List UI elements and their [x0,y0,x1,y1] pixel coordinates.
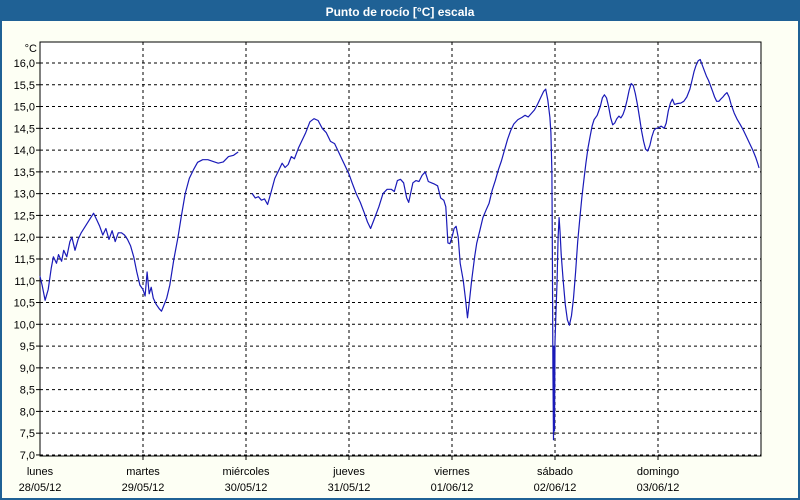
y-tick-label: 11,5 [14,254,35,266]
day-date-label: 29/05/12 [122,482,165,494]
day-date-label: 30/05/12 [225,482,268,494]
y-tick-label: 15,0 [14,102,35,114]
y-tick-label: 7,0 [20,450,35,462]
chart-title: Punto de rocío [°C] escala [326,5,475,19]
day-name-label: jueves [332,466,365,478]
y-tick-label: 14,0 [14,145,35,157]
dewpoint-line-segment [251,58,760,441]
day-date-label: 02/06/12 [534,482,577,494]
day-name-label: lunes [27,466,54,478]
y-tick-label: 13,0 [14,189,35,201]
data-series-group [39,58,760,441]
y-tick-label: 9,0 [20,363,35,375]
y-tick-label: 13,5 [14,167,35,179]
y-tick-label: 8,5 [20,385,35,397]
title-bar [2,2,798,21]
y-axis-unit-label: °C [25,43,37,55]
day-name-label: miércoles [222,466,270,478]
day-date-label: 01/06/12 [431,482,474,494]
y-tick-label: 7,5 [20,428,35,440]
day-date-label: 31/05/12 [328,482,371,494]
y-tick-label: 15,5 [14,80,35,92]
y-tick-label: 14,5 [14,123,35,135]
y-tick-label: 12,5 [14,210,35,222]
y-tick-label: 12,0 [14,232,35,244]
y-tick-label: 10,0 [14,319,35,331]
plot-area [39,41,762,457]
y-tick-label: 16,0 [14,58,35,70]
axis-labels-group: 16,0 15,5 15,0 14,5 14,0 13,5 13,0 12,5 12,0 11,5… [14,58,680,494]
y-tick-label: 10,5 [14,298,35,310]
day-date-label: 28/05/12 [19,482,62,494]
day-name-label: domingo [637,466,679,478]
y-tick-label: 11,0 [14,276,35,288]
ticks-group [36,62,659,460]
y-tick-label: 9,5 [20,341,35,353]
day-name-label: viernes [434,466,470,478]
dewpoint-line-segment [39,151,239,312]
day-name-label: sábado [537,466,573,478]
day-date-label: 03/06/12 [637,482,680,494]
day-name-label: martes [126,466,160,478]
gridlines-group [40,42,761,456]
y-tick-label: 8,0 [20,406,35,418]
